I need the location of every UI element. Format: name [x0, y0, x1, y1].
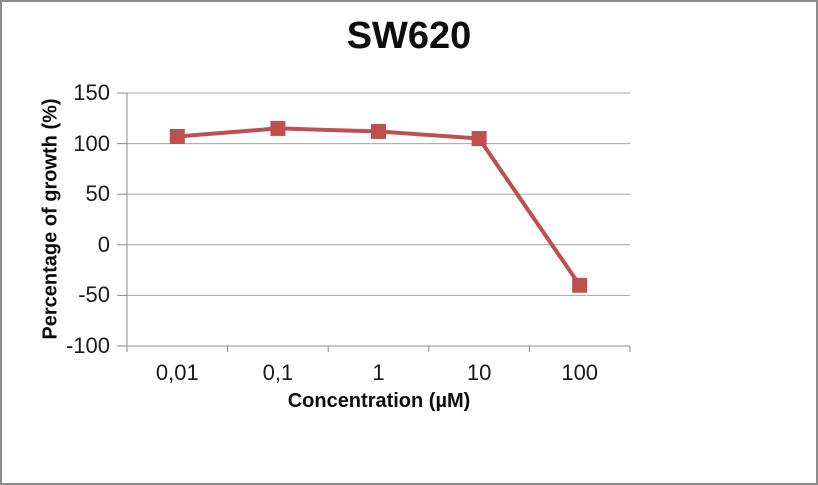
x-axis-title: Concentration (µM) [287, 390, 471, 412]
y-tick-label: 50 [85, 181, 110, 207]
y-tick-label: 150 [73, 80, 110, 105]
y-tick-label: 0 [97, 231, 110, 257]
data-point-marker [371, 123, 386, 139]
data-point-marker [572, 277, 588, 293]
x-tick-label: 100 [561, 360, 599, 385]
chart-title: SW620 [346, 15, 472, 57]
data-line [177, 126, 582, 287]
x-tick-label: 1 [372, 360, 385, 385]
data-point-marker [270, 120, 286, 136]
data-point-marker [471, 131, 487, 147]
y-tick-label: -100 [65, 333, 110, 358]
data-point-marker [169, 129, 185, 145]
x-tick-label: 0,1 [262, 360, 294, 385]
y-tick-label: 100 [73, 130, 110, 156]
x-tick-label: 0,01 [155, 360, 199, 385]
x-tick-label: 10 [466, 360, 492, 385]
y-tick-label: -50 [78, 282, 110, 308]
